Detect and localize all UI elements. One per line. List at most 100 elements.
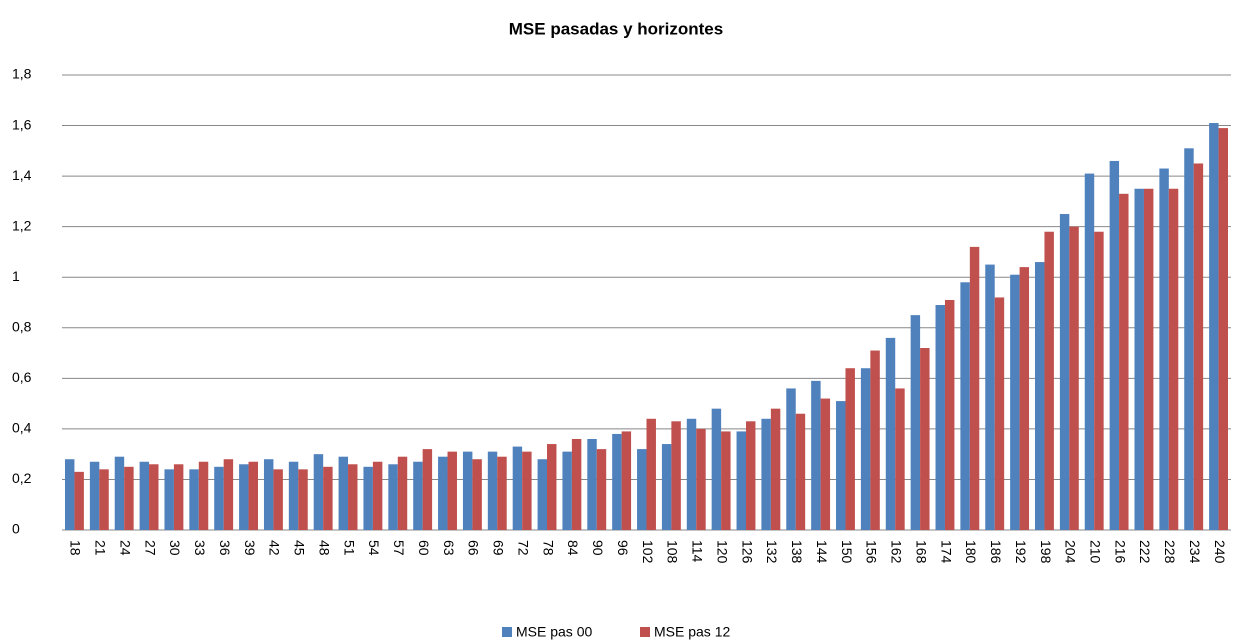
x-tick-label: 54 (366, 540, 382, 556)
x-tick-label: 84 (565, 540, 581, 556)
x-tick-label: 48 (316, 540, 332, 556)
x-tick-label: 24 (117, 540, 133, 556)
y-tick-label: 0,6 (12, 369, 32, 385)
bar (637, 449, 647, 530)
bar (994, 297, 1005, 530)
y-tick-label: 1 (12, 268, 20, 284)
y-tick-label: 1,2 (12, 217, 32, 233)
bar (1035, 262, 1045, 530)
bar (1134, 188, 1144, 530)
bar (646, 418, 656, 530)
x-tick-label: 144 (814, 540, 830, 564)
bar (736, 431, 746, 530)
bar (944, 299, 955, 530)
bar (89, 461, 100, 530)
bar (1044, 231, 1054, 530)
bar (512, 446, 523, 530)
x-tick-label: 39 (242, 540, 258, 556)
x-tick-label: 72 (515, 540, 531, 556)
y-tick-label: 0,2 (12, 470, 32, 486)
x-tick-label: 60 (416, 540, 432, 556)
bar (114, 456, 125, 530)
x-tick-label: 90 (590, 540, 606, 556)
bar (745, 421, 756, 530)
x-tick-label: 204 (1063, 540, 1079, 564)
x-tick-label: 42 (267, 540, 283, 556)
bar (298, 469, 308, 530)
bar (248, 461, 258, 530)
x-tick-label: 57 (391, 540, 407, 556)
bar (74, 471, 84, 530)
bar (761, 418, 771, 530)
bar (288, 461, 299, 530)
bar (472, 459, 482, 530)
x-tick-label: 132 (764, 540, 780, 564)
x-tick-label: 150 (839, 540, 855, 564)
bar (338, 456, 349, 530)
bar (596, 449, 607, 530)
x-tick-label: 33 (192, 540, 208, 556)
bar (960, 282, 970, 530)
bar (537, 459, 548, 530)
bar (1094, 231, 1104, 530)
x-tick-label: 51 (341, 540, 357, 556)
bar (935, 305, 945, 530)
bar (721, 431, 731, 530)
bar (64, 459, 75, 530)
bar (860, 368, 871, 530)
bar (497, 456, 507, 530)
bar (239, 464, 249, 530)
bar (786, 388, 796, 530)
legend-label: MSE pas 12 (654, 624, 730, 640)
bar (1069, 226, 1079, 530)
x-tick-label: 36 (217, 540, 233, 556)
x-tick-label: 180 (963, 540, 979, 564)
bar (99, 469, 109, 530)
bar (836, 401, 846, 530)
x-tick-label: 192 (1013, 540, 1029, 564)
bar (223, 459, 234, 530)
x-tick-label: 45 (292, 540, 308, 556)
x-tick-label: 96 (615, 540, 631, 556)
bar (1193, 163, 1204, 530)
bar (612, 433, 622, 530)
x-tick-label: 66 (466, 540, 482, 556)
bar (438, 456, 448, 530)
bar (462, 451, 473, 530)
legend-swatch (502, 627, 512, 637)
bar (1109, 160, 1120, 530)
bar (522, 451, 532, 530)
bar (214, 466, 224, 530)
bar (1084, 173, 1095, 531)
x-tick-label: 30 (167, 540, 183, 556)
bar (1059, 214, 1070, 530)
bar (811, 380, 821, 530)
bar (397, 456, 408, 530)
bar (422, 449, 433, 530)
x-tick-label: 228 (1162, 540, 1178, 564)
bar (273, 469, 283, 530)
bar (1209, 123, 1219, 531)
bar (671, 421, 681, 530)
x-tick-label: 102 (640, 540, 656, 564)
bar (845, 368, 855, 530)
bar (770, 408, 781, 530)
x-tick-label: 216 (1112, 540, 1128, 564)
bar (487, 451, 498, 530)
bar (447, 451, 457, 530)
x-tick-label: 198 (1038, 540, 1054, 564)
bar (413, 461, 423, 530)
y-tick-label: 0,8 (12, 318, 32, 334)
bar (1119, 193, 1129, 531)
bar (885, 337, 896, 530)
bar (562, 451, 572, 530)
bar (969, 246, 980, 530)
bar (910, 315, 921, 530)
bar (1184, 148, 1194, 531)
x-tick-label: 120 (714, 540, 730, 564)
x-tick-label: 138 (789, 540, 805, 564)
bar (686, 418, 697, 530)
x-tick-label: 234 (1187, 540, 1203, 564)
bar (895, 388, 905, 530)
